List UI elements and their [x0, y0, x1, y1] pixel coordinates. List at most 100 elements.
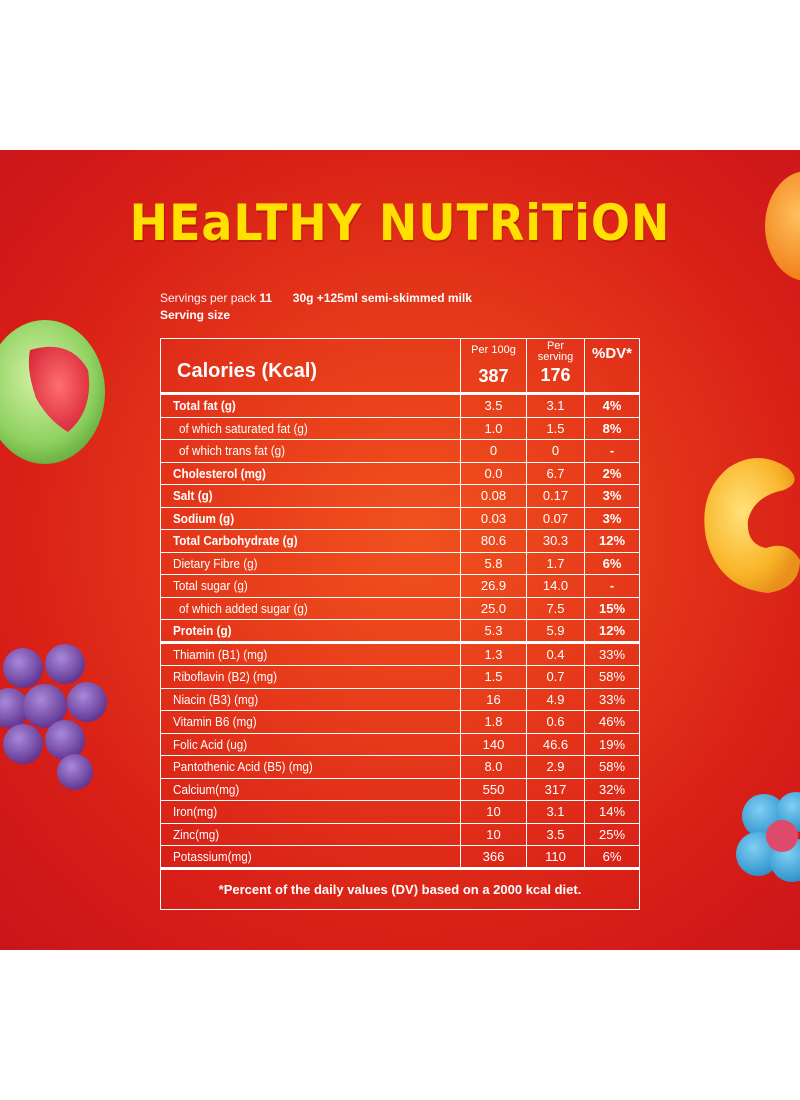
- table-row: Pantothenic Acid (B5) (mg) 8.0 2.9 58%: [161, 756, 639, 779]
- nutrient-name: Thiamin (B1) (mg): [173, 646, 268, 662]
- table-row: of which saturated fat (g) 1.0 1.5 8%: [161, 417, 639, 440]
- dv-value: 15%: [584, 597, 639, 619]
- blue-cereal-piece: [736, 792, 800, 882]
- per100-value: 3.5: [460, 395, 526, 417]
- dv-value: -: [584, 575, 639, 597]
- dv-value: 19%: [584, 733, 639, 755]
- per100-value: 1.8: [460, 711, 526, 733]
- col-per100g-label: Per 100g: [471, 344, 516, 356]
- col-dv-label: %DV*: [591, 345, 632, 362]
- nutrient-name: Folic Acid (ug): [173, 736, 248, 752]
- nutrient-name: of which added sugar (g): [179, 600, 308, 616]
- nutrient-name: Dietary Fibre (g): [173, 555, 258, 571]
- per100-value: 8.0: [460, 756, 526, 778]
- nutrient-name: of which trans fat (g): [179, 443, 286, 458]
- dv-value: 2%: [584, 462, 639, 484]
- per100-value: 0.03: [460, 507, 526, 529]
- table-row: Vitamin B6 (mg) 1.8 0.6 46%: [161, 711, 639, 734]
- serving-value: 5.9: [526, 620, 584, 641]
- col-per-serving-l2: serving: [537, 351, 574, 363]
- serving-value: 0.6: [526, 711, 584, 733]
- table-row: of which trans fat (g) 0 0-: [161, 440, 639, 463]
- dv-value: 12%: [584, 530, 639, 552]
- table-row: Total Carbohydrate (g) 80.6 30.3 12%: [161, 530, 639, 553]
- dv-value: 33%: [584, 643, 639, 665]
- dv-value: 25%: [584, 823, 639, 845]
- dv-value: 46%: [584, 711, 639, 733]
- dv-value: 33%: [584, 688, 639, 710]
- per100-value: 140: [460, 733, 526, 755]
- serving-value: 14.0: [526, 575, 584, 597]
- dv-value: 12%: [584, 620, 639, 641]
- nutrient-name: Sodium (g): [173, 510, 235, 526]
- table-row: Total fat (g) 3.5 3.1 4%: [161, 395, 639, 418]
- nutrient-name: Pantothenic Acid (B5) (mg): [173, 759, 313, 774]
- nutrient-name: Iron(mg): [173, 804, 218, 819]
- table-row: Dietary Fibre (g) 5.8 1.7 6%: [161, 552, 639, 575]
- table-row: Salt (g) 0.08 0.17 3%: [161, 485, 639, 508]
- col-per-serving-l1: Per: [546, 340, 565, 352]
- dv-value: 58%: [584, 756, 639, 778]
- serving-value: 317: [526, 778, 584, 800]
- nutrition-panel: HEaLTHY NUTRiTiON Servings per pack 11 3…: [0, 150, 800, 950]
- table-row: Sodium (g) 0.03 0.07 3%: [161, 507, 639, 530]
- table-row: Iron(mg) 10 3.1 14%: [161, 801, 639, 824]
- nutrition-table: Calories (Kcal) Per 100g 387 Per serving…: [160, 338, 640, 910]
- dv-value: 32%: [584, 778, 639, 800]
- dv-value: 4%: [584, 395, 639, 417]
- nutrient-name: Riboflavin (B2) (mg): [173, 669, 278, 684]
- per100-value: 16: [460, 688, 526, 710]
- table-row: Zinc(mg) 10 3.5 25%: [161, 823, 639, 846]
- per100-value: 1.0: [460, 417, 526, 439]
- per100-value: 5.8: [460, 552, 526, 574]
- per100-value: 550: [460, 778, 526, 800]
- serving-value: 0.4: [526, 643, 584, 665]
- serving-value: 0.07: [526, 507, 584, 529]
- orange-cereal-piece: [765, 171, 800, 281]
- dv-value: 14%: [584, 801, 639, 823]
- dv-value: -: [584, 440, 639, 462]
- table-header: Calories (Kcal) Per 100g 387 Per serving…: [161, 339, 639, 395]
- table-row: Folic Acid (ug) 140 46.6 19%: [161, 733, 639, 756]
- serving-value: 0.17: [526, 485, 584, 507]
- serving-value: 7.5: [526, 597, 584, 619]
- table-row: Calcium(mg) 550 317 32%: [161, 778, 639, 801]
- serving-size-label: Serving size: [160, 308, 231, 322]
- nutrient-name: Total fat (g): [173, 398, 236, 413]
- table-row: Riboflavin (B2) (mg) 1.5 0.7 58%: [161, 666, 639, 689]
- dv-value: 6%: [584, 846, 639, 867]
- servings-value: 11: [259, 291, 273, 305]
- nutrient-name: Calcium(mg): [173, 781, 240, 797]
- dv-value: 3%: [584, 507, 639, 529]
- nutrient-name: Potassium(mg): [173, 849, 252, 864]
- col-per-serving: Per serving 176: [526, 339, 584, 392]
- dv-value: 58%: [584, 666, 639, 688]
- calories-label: Calories (Kcal): [177, 360, 318, 382]
- table-row: Potassium(mg) 366 110 6%: [161, 846, 639, 870]
- green-cereal-piece: [0, 320, 105, 464]
- serving-value: 4.9: [526, 688, 584, 710]
- table-row: Thiamin (B1) (mg) 1.3 0.4 33%: [161, 643, 639, 666]
- serving-value: 6.7: [526, 462, 584, 484]
- kcal-per100g: 387: [478, 366, 509, 386]
- serving-detail: 30g +125ml semi-skimmed milk: [292, 291, 472, 305]
- yellow-cereal-piece: [704, 458, 800, 593]
- table-row: Protein (g) 5.3 5.9 12%: [161, 620, 639, 644]
- nutrient-name: Cholesterol (mg): [173, 465, 266, 481]
- per100-value: 26.9: [460, 575, 526, 597]
- per100-value: 1.5: [460, 666, 526, 688]
- nutrient-name: Salt (g): [173, 488, 213, 503]
- serving-value: 3.1: [526, 801, 584, 823]
- serving-value: 2.9: [526, 756, 584, 778]
- col-per100g: Per 100g 387: [460, 339, 526, 392]
- col-dv: %DV*: [584, 339, 639, 392]
- serving-value: 30.3: [526, 530, 584, 552]
- per100-value: 366: [460, 846, 526, 867]
- per100-value: 10: [460, 823, 526, 845]
- table-row: Niacin (B3) (mg) 16 4.9 33%: [161, 688, 639, 711]
- dv-value: 8%: [584, 417, 639, 439]
- dv-value: 3%: [584, 485, 639, 507]
- serving-value: 0: [526, 440, 584, 462]
- nutrient-name: Total sugar (g): [173, 578, 248, 593]
- serving-value: 110: [526, 846, 584, 867]
